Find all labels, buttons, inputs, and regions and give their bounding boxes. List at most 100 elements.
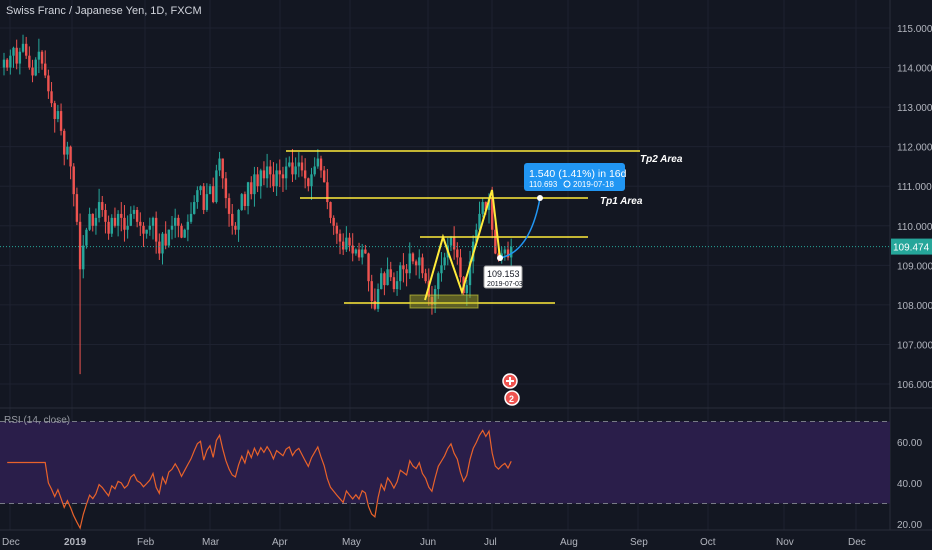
candle-body [440, 265, 443, 274]
candle-body [265, 166, 269, 179]
candle-body [370, 281, 373, 301]
candle-body [50, 91, 53, 104]
candle-body [94, 217, 98, 226]
candle-body [53, 103, 56, 119]
idea-badge-count: 2 [509, 394, 514, 404]
candle-body [243, 194, 247, 206]
candle-body [338, 233, 342, 242]
candle-body [487, 198, 491, 210]
candle-body [40, 51, 44, 64]
candle-body [291, 162, 294, 175]
candle-body [135, 209, 139, 222]
projection-text-line2: 110.693 [529, 180, 558, 189]
candle-body [354, 249, 358, 254]
candles [2, 34, 513, 375]
candle-body [18, 51, 22, 64]
candle-body [56, 111, 60, 119]
time-axis-label: Sep [630, 537, 648, 548]
candle-body [490, 198, 494, 230]
candle-body [481, 202, 484, 214]
projection-date: 2019-07-18 [573, 180, 614, 189]
candle-body [205, 194, 209, 210]
candle-body [272, 174, 275, 187]
candle-body [478, 213, 481, 230]
candle-body [326, 182, 329, 203]
time-axis-label: Nov [776, 537, 794, 548]
candle-body [12, 47, 15, 56]
support-zone [409, 294, 479, 309]
candle-body [475, 229, 478, 242]
candle-body [107, 221, 110, 234]
candle-body [218, 158, 221, 171]
candle-body [240, 194, 243, 210]
projection-callout [524, 163, 625, 191]
candle-body [227, 198, 231, 214]
price-tick-label: 106.000 [897, 380, 932, 391]
price-tick-label: 108.000 [897, 301, 932, 312]
candle-body [237, 209, 240, 230]
rsi-line [7, 429, 512, 530]
candle-body [414, 261, 418, 266]
candle-body [66, 146, 69, 155]
candle-body [395, 281, 399, 290]
rsi-label: RSI (14, close) [4, 415, 71, 426]
candle-body [456, 249, 459, 258]
candle-body [246, 182, 250, 206]
price-tick-label: 109.000 [897, 261, 932, 272]
candle-body [129, 213, 132, 226]
candle-body [269, 166, 272, 175]
candle-body [335, 225, 339, 234]
rsi-tick-label: 60.00 [897, 438, 922, 449]
candle-body [85, 229, 88, 246]
clock-icon [563, 180, 571, 188]
tp2-label: Tp2 Area [640, 154, 683, 165]
price-tick-label: 107.000 [897, 340, 932, 351]
candle-body [15, 47, 18, 64]
candle-body [411, 253, 415, 262]
candle-body [154, 217, 158, 242]
chart-title: Swiss Franc / Japanese Yen, 1D, FXCM [6, 5, 202, 17]
candle-body [351, 245, 354, 254]
price-tick-label: 112.000 [897, 143, 932, 154]
candle-body [72, 166, 75, 195]
candle-body [262, 170, 266, 179]
current-price-label: 109.474 [893, 243, 930, 254]
time-axis-label: Jun [420, 537, 436, 548]
candle-body [88, 213, 91, 230]
candle-body [196, 190, 199, 203]
candle-body [47, 75, 50, 92]
candle-body [465, 285, 469, 294]
candle-body [376, 289, 380, 309]
candle-body [59, 111, 63, 131]
candle-body [116, 213, 120, 226]
candle-body [259, 170, 262, 187]
candle-body [402, 265, 405, 270]
projection-end-point [537, 195, 543, 201]
candle-body [180, 225, 183, 238]
low-price: 109.153 [487, 269, 520, 279]
candle-body [234, 225, 237, 230]
price-tick-label: 114.000 [897, 64, 932, 75]
rsi-tick-label: 20.00 [897, 520, 922, 531]
candle-body [31, 67, 34, 76]
candle-body [443, 257, 446, 266]
price-tick-label: 113.000 [897, 103, 932, 114]
candle-body [313, 166, 316, 175]
candle-body [430, 296, 434, 305]
candle-body [494, 229, 497, 254]
candle-body [297, 162, 301, 167]
candle-body [101, 202, 104, 210]
candle-body [316, 158, 320, 167]
candle-body [503, 249, 507, 254]
candle-body [91, 213, 94, 226]
candle-body [158, 241, 161, 254]
rsi-tick-label: 40.00 [897, 479, 922, 490]
candle-body [386, 269, 389, 286]
candle-body [132, 209, 136, 214]
candle-body [126, 225, 129, 230]
time-axis-label: May [342, 537, 361, 548]
candle-body [421, 257, 424, 274]
candle-body [319, 158, 323, 171]
idea-badge-icon [504, 390, 520, 406]
